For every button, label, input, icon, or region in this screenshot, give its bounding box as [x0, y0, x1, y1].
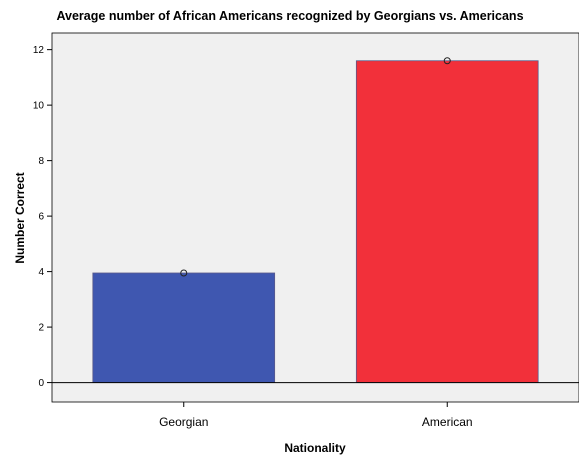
x-axis-ticks: Georgian American — [159, 402, 473, 429]
y-axis-ticks: 0 2 4 6 8 10 12 — [33, 45, 52, 389]
x-tick-label: American — [422, 415, 473, 429]
markers-layer — [180, 57, 451, 277]
chart-title: Average number of African Americans reco… — [56, 9, 523, 23]
point-marker-georgian — [180, 269, 188, 277]
y-tick-label: 6 — [38, 212, 44, 223]
y-tick-label: 10 — [33, 101, 45, 112]
point-marker-american — [443, 57, 451, 65]
y-tick-label: 0 — [38, 378, 44, 389]
y-axis-title: Number Correct — [13, 172, 27, 263]
y-tick-label: 12 — [33, 45, 45, 56]
bar-georgian — [92, 272, 276, 383]
y-tick-label: 4 — [38, 267, 44, 278]
y-tick-label: 8 — [38, 156, 44, 167]
x-tick-label: Georgian — [159, 415, 208, 429]
y-tick-label: 2 — [38, 323, 44, 334]
x-axis-title: Nationality — [284, 441, 346, 455]
bar-american — [355, 60, 539, 383]
